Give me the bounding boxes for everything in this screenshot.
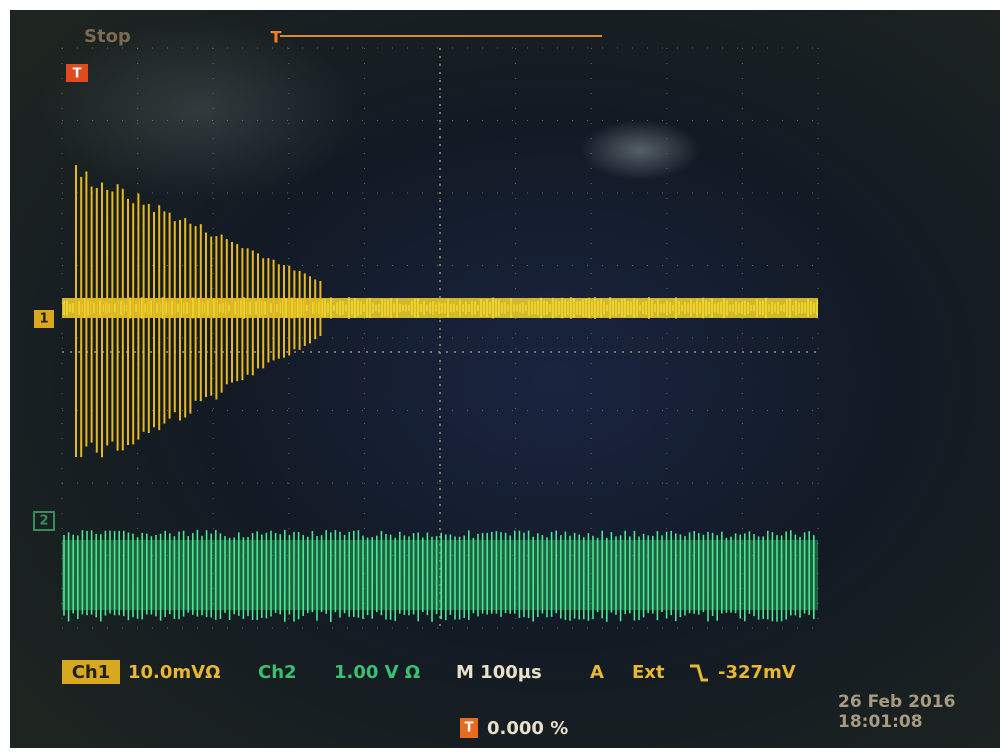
ch1-label-box: [62, 660, 120, 684]
ch1-marker-box: [34, 310, 54, 328]
trigger-marker-box: [66, 64, 88, 82]
ch2-marker: 2: [39, 514, 48, 529]
date: 26 Feb 2016: [838, 692, 955, 712]
ch1-marker: 1: [39, 312, 48, 327]
glare: [580, 120, 700, 180]
acquire-mode: A: [590, 662, 604, 683]
trigger-pos-marker: T: [271, 28, 282, 47]
glare: [40, 20, 360, 200]
ch2-marker-box: [33, 511, 55, 531]
ch1-baseline: [62, 298, 818, 318]
ch1-label: Ch1: [72, 662, 111, 683]
ch2-trace: [62, 530, 818, 622]
ch2-scale: 1.00 V Ω: [334, 662, 420, 683]
ch2-label: Ch2: [258, 662, 297, 683]
ch1-scale: 10.0mVΩ: [128, 662, 220, 683]
timebase: M 100µs: [456, 662, 542, 683]
trigger-slope-icon: [690, 664, 708, 682]
ch2-band: [62, 540, 818, 610]
trigger-icon-box: [460, 718, 478, 738]
trigger-icon: T: [465, 721, 474, 736]
time: 18:01:08: [838, 712, 923, 732]
trigger-marker: T: [73, 67, 82, 82]
trigger-position: 0.000 %: [487, 718, 568, 739]
run-status: Stop: [84, 26, 131, 47]
trigger-level: -327mV: [718, 662, 796, 683]
trigger-source: Ext: [632, 662, 665, 683]
ch1-trace: [62, 165, 818, 458]
